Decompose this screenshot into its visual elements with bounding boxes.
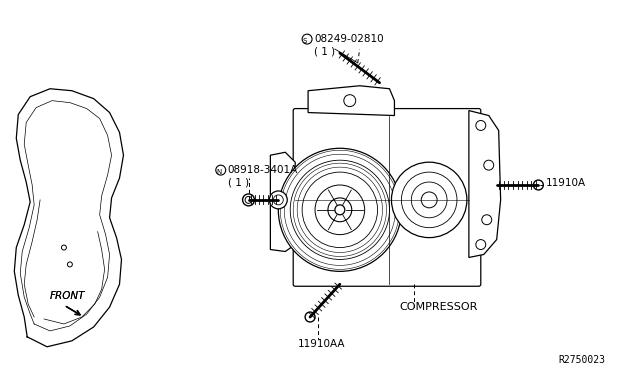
Circle shape <box>315 185 365 235</box>
Circle shape <box>482 215 492 225</box>
Circle shape <box>335 205 345 215</box>
Text: R2750023: R2750023 <box>558 355 605 365</box>
Circle shape <box>421 192 437 208</box>
Circle shape <box>302 34 312 44</box>
Circle shape <box>392 162 467 238</box>
Circle shape <box>305 312 315 322</box>
Circle shape <box>476 240 486 250</box>
Circle shape <box>484 160 493 170</box>
Circle shape <box>67 262 72 267</box>
Text: FRONT: FRONT <box>50 291 86 301</box>
Circle shape <box>216 165 226 175</box>
Circle shape <box>412 182 447 218</box>
Circle shape <box>273 195 284 205</box>
Text: 08918-3401A: 08918-3401A <box>228 165 298 175</box>
Circle shape <box>290 160 390 259</box>
Circle shape <box>243 194 255 206</box>
Circle shape <box>278 148 401 271</box>
Circle shape <box>401 172 457 228</box>
Polygon shape <box>308 86 394 116</box>
Circle shape <box>302 172 378 247</box>
Text: 08249-02810: 08249-02810 <box>314 34 383 44</box>
Text: N: N <box>216 169 221 175</box>
Circle shape <box>269 191 287 209</box>
Text: S: S <box>303 38 307 44</box>
Polygon shape <box>270 152 295 251</box>
Circle shape <box>476 121 486 131</box>
Circle shape <box>533 180 543 190</box>
FancyBboxPatch shape <box>293 109 481 286</box>
Circle shape <box>245 196 252 203</box>
Text: FRONT: FRONT <box>50 291 86 301</box>
Text: ( 1 ): ( 1 ) <box>228 177 249 187</box>
Circle shape <box>344 95 356 107</box>
Circle shape <box>61 245 67 250</box>
Text: ( 1 ): ( 1 ) <box>314 46 335 56</box>
Text: 11910AA: 11910AA <box>298 339 346 349</box>
Polygon shape <box>469 110 500 257</box>
Circle shape <box>328 198 352 222</box>
Text: COMPRESSOR: COMPRESSOR <box>399 302 478 312</box>
Text: 11910A: 11910A <box>547 178 586 188</box>
